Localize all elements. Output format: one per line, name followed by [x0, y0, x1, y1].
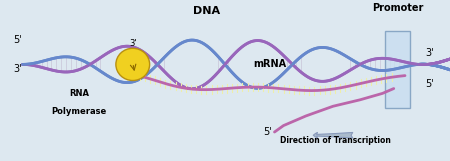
Text: DNA: DNA — [194, 6, 220, 16]
Text: 3': 3' — [14, 64, 22, 74]
Text: Direction of Transcription: Direction of Transcription — [280, 136, 391, 145]
Text: mRNA: mRNA — [253, 59, 287, 69]
Ellipse shape — [116, 48, 149, 80]
FancyBboxPatch shape — [385, 31, 410, 108]
Text: 3': 3' — [129, 39, 136, 48]
Text: 5': 5' — [14, 35, 22, 45]
Text: 5': 5' — [425, 79, 434, 89]
Text: RNA: RNA — [69, 89, 89, 98]
Text: 5': 5' — [263, 127, 272, 137]
Text: Polymerase: Polymerase — [51, 107, 106, 116]
Text: Promoter: Promoter — [373, 3, 424, 13]
Text: 3': 3' — [425, 48, 434, 58]
